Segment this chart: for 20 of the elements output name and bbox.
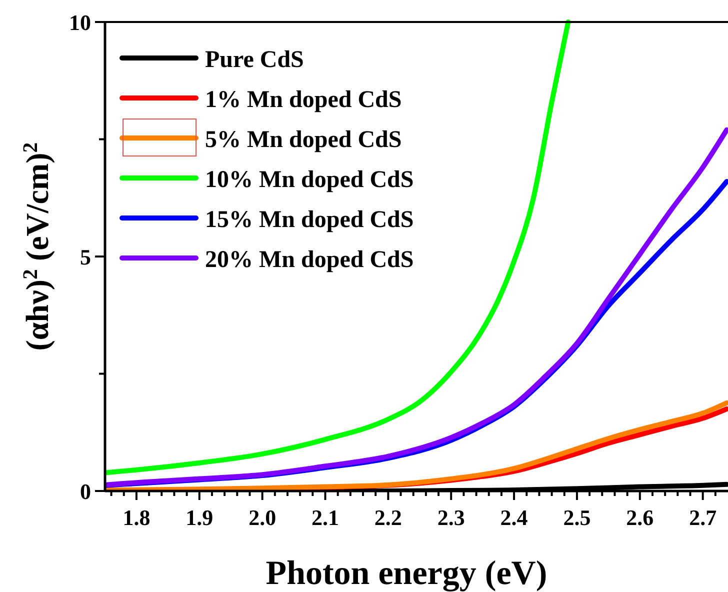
y-tick-label: 0 [80, 479, 91, 504]
x-tick-label: 2.3 [437, 505, 465, 530]
legend-label: 5% Mn doped CdS [205, 127, 402, 153]
x-tick-label: 2.6 [626, 505, 654, 530]
legend-label: 10% Mn doped CdS [205, 167, 414, 193]
legend-label: Pure CdS [205, 47, 304, 73]
y-tick-label: 10 [69, 10, 91, 35]
x-axis-title: Photon energy (eV) [266, 555, 548, 592]
x-tick-label: 1.9 [186, 505, 214, 530]
x-tick-label: 2.0 [248, 505, 276, 530]
y-tick-label: 5 [80, 244, 91, 270]
legend-label: 1% Mn doped CdS [205, 87, 402, 113]
x-tick-label: 2.2 [374, 505, 402, 530]
x-tick-label: 2.7 [689, 505, 717, 530]
x-tick-label: 2.4 [500, 505, 528, 530]
legend-label: 15% Mn doped CdS [205, 207, 414, 233]
x-tick-label: 1.8 [122, 505, 150, 530]
x-tick-label: 2.1 [312, 505, 340, 530]
x-tick-label: 2.5 [563, 505, 591, 530]
legend-label: 20% Mn doped CdS [205, 247, 414, 273]
